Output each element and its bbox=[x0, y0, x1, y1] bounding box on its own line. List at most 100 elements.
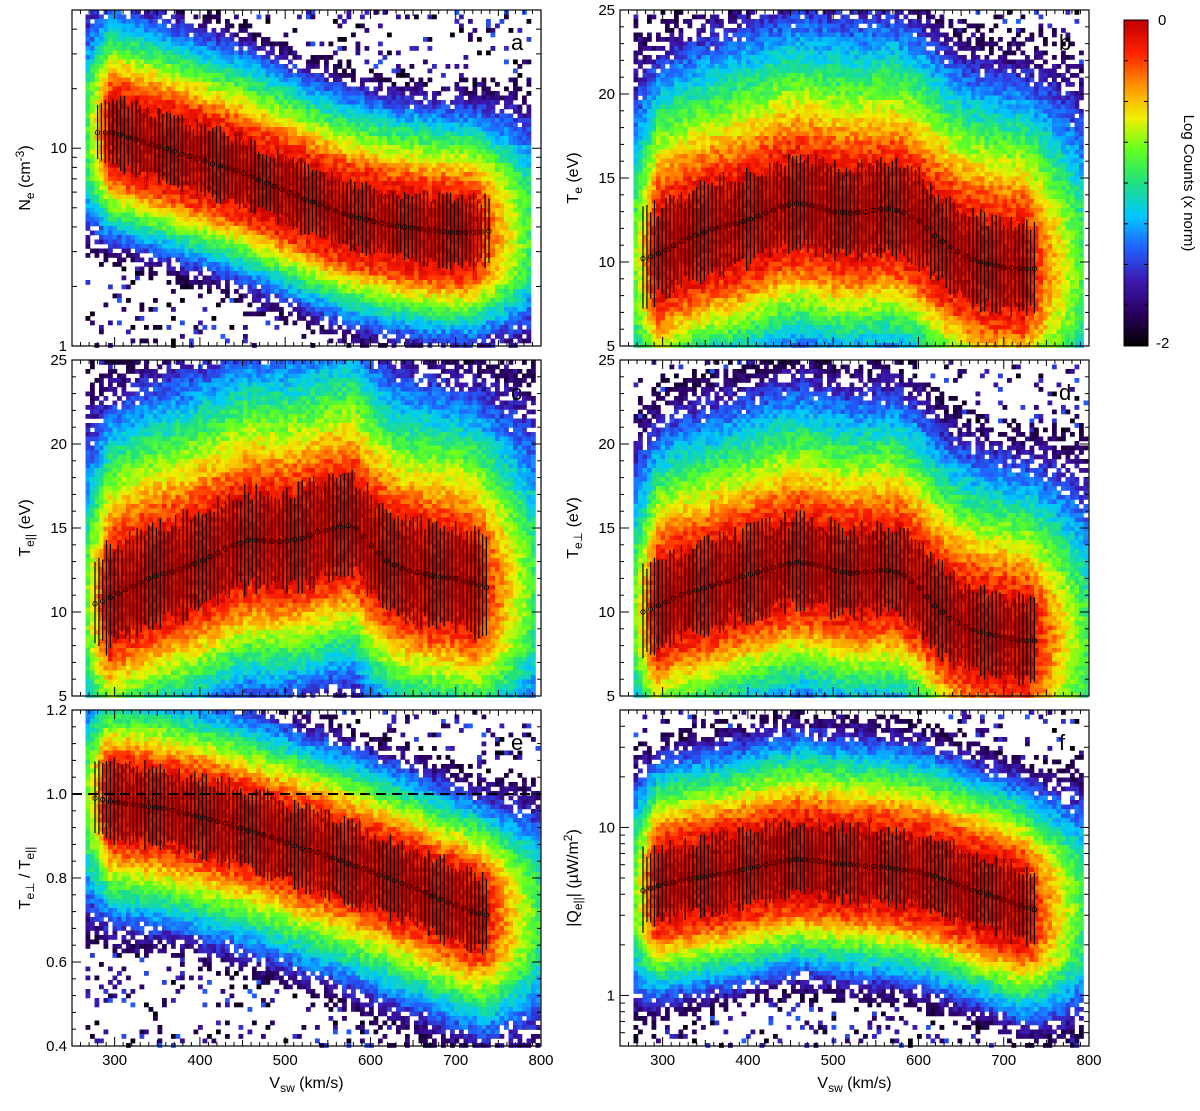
heatmap-cell bbox=[112, 19, 118, 24]
heatmap-cell bbox=[274, 158, 280, 164]
heatmap-cell bbox=[243, 271, 248, 276]
heatmap-cell bbox=[256, 208, 262, 213]
heatmap-cell bbox=[432, 302, 437, 308]
heatmap-cell bbox=[459, 284, 464, 290]
heatmap-cell bbox=[135, 257, 140, 263]
heatmap-cell bbox=[171, 253, 176, 258]
heatmap-cell bbox=[252, 82, 257, 87]
heatmap-cell bbox=[360, 91, 365, 96]
heatmap-cell bbox=[175, 77, 181, 83]
heatmap-cell bbox=[387, 91, 392, 96]
heatmap-cell bbox=[108, 10, 113, 15]
heatmap-cell bbox=[108, 73, 113, 78]
heatmap-cell bbox=[450, 235, 455, 240]
heatmap-cell bbox=[360, 253, 365, 258]
heatmap-cell bbox=[463, 136, 469, 141]
heatmap-cell bbox=[423, 140, 428, 146]
heatmap-cell bbox=[108, 100, 113, 105]
heatmap-cell bbox=[94, 127, 100, 132]
heatmap-cell bbox=[211, 262, 217, 267]
heatmap-cell bbox=[454, 248, 460, 254]
heatmap-cell bbox=[400, 104, 406, 110]
heatmap-cell bbox=[360, 293, 365, 299]
heatmap-cell bbox=[346, 73, 352, 78]
heatmap-cell bbox=[148, 59, 154, 65]
heatmap-cell bbox=[144, 230, 149, 236]
heatmap-cell bbox=[355, 253, 361, 258]
heatmap-cell bbox=[139, 158, 145, 164]
heatmap-cell bbox=[144, 248, 149, 254]
heatmap-cell bbox=[207, 244, 212, 249]
heatmap-cell bbox=[297, 221, 302, 227]
heatmap-cell bbox=[427, 230, 433, 236]
heatmap-cell bbox=[202, 253, 208, 258]
heatmap-cell bbox=[247, 284, 253, 290]
heatmap-cell bbox=[202, 28, 208, 33]
heatmap-cell bbox=[99, 55, 104, 60]
heatmap-cell bbox=[171, 68, 176, 74]
heatmap-cell bbox=[297, 86, 302, 92]
heatmap-cell bbox=[378, 311, 383, 317]
heatmap-cell bbox=[355, 257, 361, 263]
heatmap-cell bbox=[463, 167, 469, 173]
heatmap-cell bbox=[220, 95, 226, 101]
heatmap-cell bbox=[373, 86, 379, 92]
heatmap-cell bbox=[450, 257, 455, 263]
heatmap-cell bbox=[283, 55, 289, 60]
heatmap-cell bbox=[355, 118, 361, 123]
heatmap-cell bbox=[211, 253, 217, 258]
heatmap-cell bbox=[247, 248, 253, 254]
heatmap-cell bbox=[247, 208, 253, 213]
heatmap-cell bbox=[180, 230, 185, 236]
heatmap-cell bbox=[184, 266, 190, 272]
heatmap-cell bbox=[193, 325, 199, 330]
heatmap-cell bbox=[445, 316, 451, 321]
heatmap-cell bbox=[423, 311, 428, 317]
heatmap-cell bbox=[414, 127, 419, 132]
heatmap-cell bbox=[112, 86, 118, 92]
heatmap-cell bbox=[148, 176, 154, 182]
heatmap-cell bbox=[459, 320, 464, 326]
heatmap-cell bbox=[387, 280, 392, 285]
heatmap-cell bbox=[198, 235, 203, 240]
heatmap-cell bbox=[351, 221, 356, 227]
heatmap-cell bbox=[360, 266, 365, 272]
heatmap-cell bbox=[103, 181, 109, 186]
heatmap-cell bbox=[454, 100, 460, 105]
heatmap-cell bbox=[414, 118, 419, 123]
heatmap-cell bbox=[121, 64, 127, 69]
heatmap-cell bbox=[180, 28, 185, 33]
heatmap-cell bbox=[288, 293, 293, 299]
heatmap-cell bbox=[301, 217, 307, 222]
heatmap-cell bbox=[225, 109, 230, 114]
heatmap-cell bbox=[229, 64, 235, 69]
heatmap-cell bbox=[355, 293, 361, 299]
heatmap-cell bbox=[319, 77, 325, 83]
heatmap-cell bbox=[252, 253, 257, 258]
heatmap-cell bbox=[108, 203, 113, 209]
heatmap-cell bbox=[139, 235, 145, 240]
heatmap-cell bbox=[202, 100, 208, 105]
heatmap-cell bbox=[382, 176, 388, 182]
heatmap-cell bbox=[139, 64, 145, 69]
heatmap-cell bbox=[270, 194, 275, 200]
heatmap-cell bbox=[310, 14, 316, 20]
heatmap-cell bbox=[324, 154, 329, 159]
heatmap-cell bbox=[229, 212, 235, 218]
heatmap-cell bbox=[450, 253, 455, 258]
heatmap-cell bbox=[436, 163, 442, 168]
heatmap-cell bbox=[319, 329, 325, 335]
heatmap-cell bbox=[256, 217, 262, 222]
heatmap-cell bbox=[144, 104, 149, 110]
heatmap-cell bbox=[216, 10, 221, 15]
heatmap-cell bbox=[265, 154, 271, 159]
heatmap-cell bbox=[247, 140, 253, 146]
heatmap-cell bbox=[198, 226, 203, 231]
heatmap-cell bbox=[315, 203, 320, 209]
heatmap-cell bbox=[450, 127, 455, 132]
heatmap-cell bbox=[225, 64, 230, 69]
heatmap-cell bbox=[310, 244, 316, 249]
heatmap-cell bbox=[148, 68, 154, 74]
heatmap-cell bbox=[234, 163, 239, 168]
heatmap-cell bbox=[162, 113, 167, 119]
